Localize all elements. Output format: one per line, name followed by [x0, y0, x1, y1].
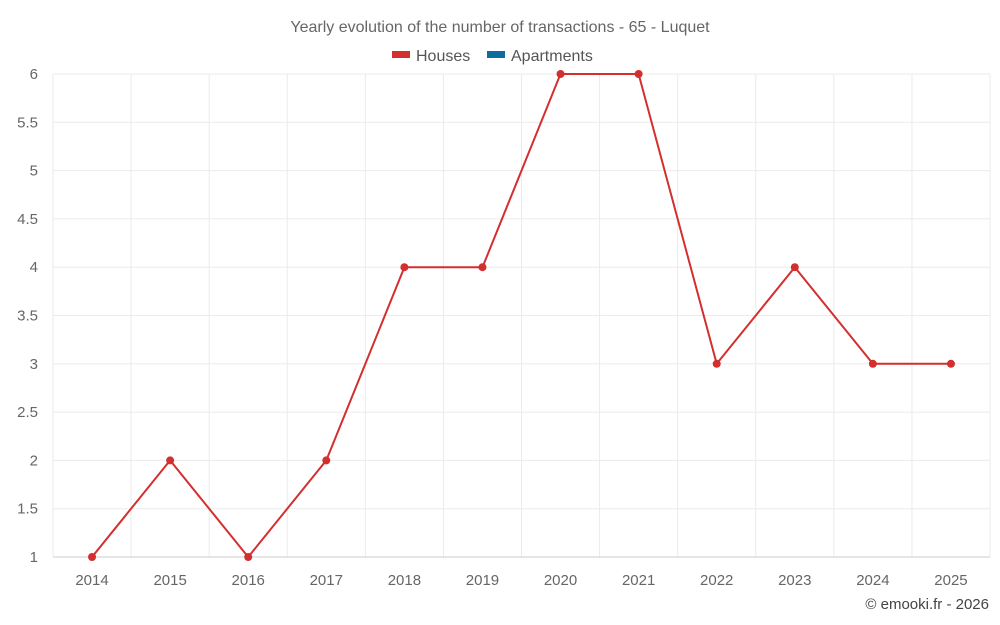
- chart-title: Yearly evolution of the number of transa…: [290, 19, 710, 36]
- x-tick-label: 2016: [232, 572, 265, 589]
- x-tick-label: 2017: [310, 572, 343, 589]
- legend-label-apartments: Apartments: [511, 48, 593, 65]
- legend-swatch-houses: [392, 51, 410, 58]
- x-tick-label: 2020: [544, 572, 577, 589]
- x-tick-label: 2018: [388, 572, 421, 589]
- y-axis-ticks: 1 1.5 2 2.5 3 3.5 4 4.5 5 5.5 6: [17, 66, 38, 566]
- y-tick-label: 5: [30, 163, 38, 180]
- y-tick-label: 4: [30, 259, 38, 276]
- y-tick-label: 6: [30, 66, 38, 83]
- houses-point[interactable]: [868, 359, 877, 368]
- y-tick-label: 3.5: [17, 308, 38, 325]
- x-axis-ticks: 2014 2015 2016 2017 2018 2019 2020 2021 2022 2023…: [75, 572, 967, 589]
- x-tick-label: 2023: [778, 572, 811, 589]
- houses-point[interactable]: [400, 263, 409, 272]
- x-tick-label: 2021: [622, 572, 655, 589]
- x-tick-label: 2019: [466, 572, 499, 589]
- x-tick-label: 2014: [75, 572, 108, 589]
- x-tick-label: 2015: [153, 572, 186, 589]
- houses-point[interactable]: [946, 359, 955, 368]
- legend: Houses Apartments: [392, 48, 593, 65]
- houses-point[interactable]: [244, 553, 253, 561]
- legend-item-houses[interactable]: Houses: [392, 48, 470, 65]
- houses-point[interactable]: [634, 70, 643, 78]
- houses-point[interactable]: [556, 70, 565, 78]
- legend-label-houses: Houses: [416, 48, 470, 65]
- y-tick-label: 1: [30, 549, 38, 566]
- grid: [52, 73, 991, 557]
- houses-point[interactable]: [478, 263, 487, 272]
- houses-line: [91, 73, 951, 558]
- y-tick-label: 2.5: [17, 404, 38, 421]
- x-tick-label: 2022: [700, 572, 733, 589]
- y-tick-label: 3: [30, 356, 38, 373]
- x-tick-label: 2024: [856, 572, 889, 589]
- series-houses: [88, 70, 955, 561]
- y-tick-label: 1.5: [17, 501, 38, 518]
- y-tick-label: 5.5: [17, 114, 38, 131]
- y-tick-label: 2: [30, 452, 38, 469]
- y-tick-label: 4.5: [17, 211, 38, 228]
- legend-item-apartments[interactable]: Apartments: [487, 48, 593, 65]
- houses-point[interactable]: [322, 456, 331, 465]
- houses-point[interactable]: [166, 456, 175, 465]
- credit-text: © emooki.fr - 2026: [865, 596, 989, 613]
- houses-point[interactable]: [712, 359, 721, 368]
- x-tick-label: 2025: [934, 572, 967, 589]
- houses-point[interactable]: [790, 263, 799, 272]
- legend-swatch-apartments: [487, 51, 505, 58]
- houses-point[interactable]: [88, 553, 97, 561]
